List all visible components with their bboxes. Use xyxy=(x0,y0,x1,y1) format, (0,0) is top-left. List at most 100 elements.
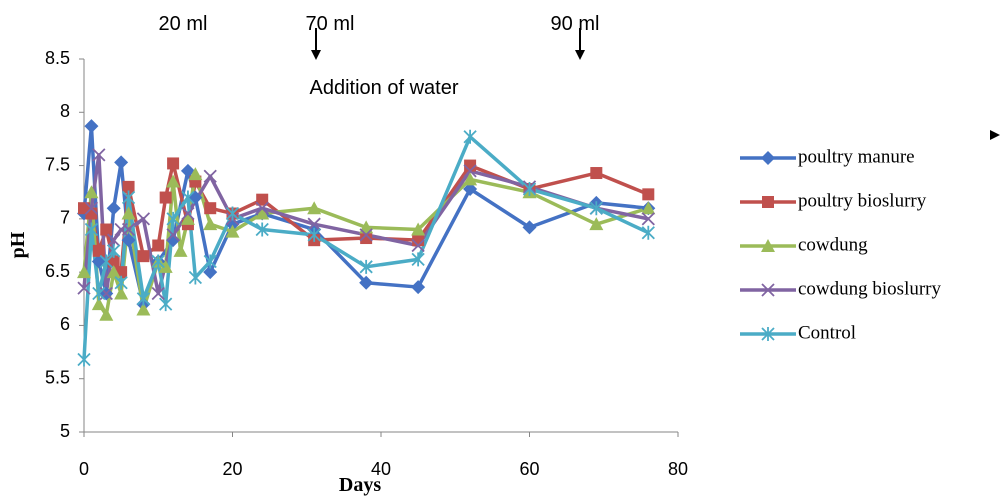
marker xyxy=(152,239,165,252)
marker xyxy=(166,233,181,248)
marker xyxy=(255,222,269,237)
marker xyxy=(137,250,150,263)
annotation: 20 ml xyxy=(159,13,208,35)
x-tick-label: 20 xyxy=(222,459,242,479)
marker xyxy=(84,201,99,215)
marker xyxy=(136,212,151,226)
marker xyxy=(225,217,240,232)
marker xyxy=(99,254,113,269)
marker xyxy=(203,265,218,280)
marker xyxy=(589,217,604,231)
annotation: Addition of water xyxy=(310,77,459,99)
marker xyxy=(762,196,774,208)
legend-label: cowdung bioslurry xyxy=(798,278,942,299)
y-tick-label: 6.5 xyxy=(45,261,70,281)
marker xyxy=(181,190,195,205)
marker xyxy=(158,259,173,273)
y-tick-label: 7.5 xyxy=(45,154,70,174)
marker xyxy=(99,307,114,321)
marker xyxy=(136,302,151,316)
marker xyxy=(92,244,105,257)
marker xyxy=(589,201,603,216)
marker xyxy=(359,259,373,274)
y-axis-title: pH xyxy=(7,231,29,258)
marker xyxy=(590,167,603,180)
marker xyxy=(167,157,180,170)
marker xyxy=(159,297,173,312)
marker xyxy=(411,238,425,253)
marker xyxy=(411,280,426,295)
marker xyxy=(121,206,136,220)
marker xyxy=(307,201,322,215)
marker xyxy=(159,191,172,204)
marker xyxy=(166,228,180,242)
marker xyxy=(188,270,203,285)
marker xyxy=(359,228,373,242)
marker xyxy=(77,352,91,367)
marker xyxy=(225,224,240,238)
marker xyxy=(136,291,151,306)
marker xyxy=(100,223,113,236)
marker xyxy=(255,206,270,220)
marker xyxy=(180,211,195,225)
marker xyxy=(107,243,121,258)
x-tick-label: 0 xyxy=(79,459,89,479)
marker xyxy=(463,172,478,186)
marker xyxy=(307,217,321,231)
marker xyxy=(411,222,426,236)
x-axis-title: Days xyxy=(339,474,381,496)
x-tick-label: 40 xyxy=(371,459,391,479)
annotation: 90 ml xyxy=(551,13,600,35)
marker xyxy=(166,174,181,188)
y-tick-label: 6 xyxy=(60,314,70,334)
marker xyxy=(359,275,374,290)
marker xyxy=(92,148,106,162)
marker xyxy=(173,243,188,257)
y-tick-label: 5 xyxy=(60,421,70,441)
marker xyxy=(121,222,136,237)
marker xyxy=(463,129,477,144)
legend-label: cowdung xyxy=(798,234,868,255)
marker xyxy=(84,222,99,237)
arrow xyxy=(311,28,1000,140)
marker xyxy=(121,190,136,205)
marker xyxy=(522,220,537,235)
marker xyxy=(166,211,180,226)
marker xyxy=(84,185,99,199)
x-tick-label: 60 xyxy=(519,459,539,479)
marker xyxy=(203,169,217,183)
marker xyxy=(188,167,203,181)
marker xyxy=(106,265,121,279)
y-tick-label: 8 xyxy=(60,101,70,121)
marker xyxy=(84,119,99,134)
legend-label: poultry manure xyxy=(798,146,915,167)
annotation: 70 ml xyxy=(306,13,355,35)
marker xyxy=(641,225,655,240)
marker xyxy=(307,227,321,242)
marker xyxy=(92,286,106,301)
marker xyxy=(641,201,656,215)
marker xyxy=(151,254,165,269)
y-tick-label: 8.5 xyxy=(45,48,70,68)
y-tick-label: 7 xyxy=(60,208,70,228)
marker xyxy=(107,233,121,247)
marker xyxy=(121,233,136,248)
marker xyxy=(255,201,269,215)
marker xyxy=(761,239,775,252)
marker xyxy=(107,255,120,268)
marker xyxy=(225,206,240,221)
marker xyxy=(761,327,775,341)
marker xyxy=(77,281,91,295)
y-tick-label: 5.5 xyxy=(45,367,70,387)
marker xyxy=(114,275,128,290)
legend-label: Control xyxy=(798,322,856,343)
marker xyxy=(106,201,121,216)
marker xyxy=(114,286,129,300)
marker xyxy=(77,265,91,279)
series-line xyxy=(82,172,649,317)
marker xyxy=(91,297,106,311)
marker xyxy=(360,232,373,245)
marker xyxy=(642,188,655,201)
marker xyxy=(641,212,655,226)
marker xyxy=(761,283,775,297)
